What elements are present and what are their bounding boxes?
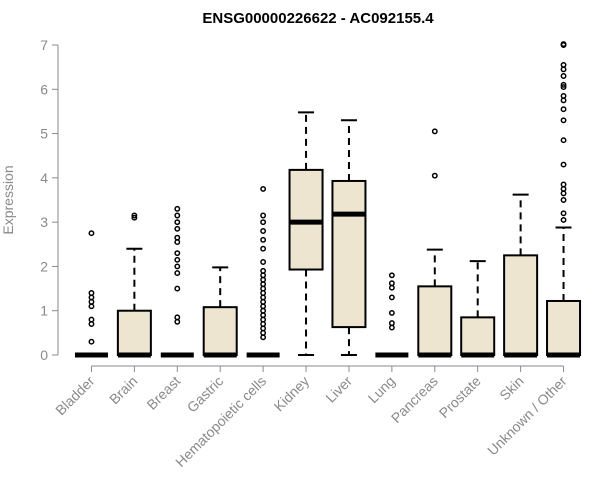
outlier-point (560, 181, 567, 188)
y-axis: 0 1 2 3 4 5 6 7 (40, 37, 59, 363)
x-tick-label: Liver (322, 373, 355, 406)
outlier-point (88, 338, 95, 345)
boxes (74, 41, 582, 358)
x-tick-label: Gastric (184, 373, 227, 416)
box-hematopoietic-cells (246, 185, 280, 358)
outlier-point (174, 225, 181, 232)
y-tick-label: 7 (40, 37, 48, 53)
box (503, 254, 539, 357)
outlier-point (174, 256, 181, 263)
outlier-point (88, 290, 95, 296)
outlier-point (260, 245, 267, 252)
x-tick-label: Bladder (52, 373, 98, 419)
box (546, 299, 582, 357)
outlier-point (260, 219, 267, 226)
y-tick-label: 1 (40, 303, 48, 319)
box (116, 309, 152, 357)
box-gastric (202, 266, 238, 358)
y-tick-label: 6 (40, 81, 48, 97)
outlier-point (560, 73, 567, 79)
box-brain (116, 212, 152, 358)
outlier-point (388, 294, 395, 301)
box-unknown-other (546, 41, 582, 358)
outlier-point (174, 270, 181, 277)
box-skin (503, 193, 539, 358)
box-pancreas (417, 128, 453, 358)
outlier-point (560, 137, 567, 144)
outlier-point (560, 197, 567, 203)
y-tick-label: 0 (40, 347, 48, 363)
outlier-point (174, 219, 181, 226)
x-tick-label: Pancreas (388, 373, 441, 426)
outlier-point (560, 81, 567, 88)
box (202, 306, 238, 356)
outlier-point (260, 212, 267, 219)
box-kidney (288, 111, 324, 356)
outlier-point (131, 212, 138, 219)
outlier-point (560, 210, 567, 217)
outlier-point (560, 92, 567, 99)
outlier-point (88, 230, 95, 237)
box-lung (375, 272, 409, 358)
box (460, 316, 496, 357)
x-tick-label: Skin (496, 373, 527, 404)
x-tick-label: Breast (143, 373, 183, 413)
outlier-point (431, 128, 438, 135)
box (331, 179, 367, 329)
box (417, 285, 453, 357)
outlier-point (174, 314, 181, 321)
outlier-point (388, 320, 395, 327)
outlier-point (260, 228, 267, 234)
outlier-point (260, 259, 267, 265)
y-axis-label: Expression (0, 165, 16, 234)
outlier-point (174, 263, 181, 270)
y-tick-label: 3 (40, 214, 48, 230)
outlier-point (560, 84, 567, 91)
outlier-point (174, 212, 181, 219)
outlier-point (560, 117, 567, 124)
outlier-point (131, 214, 138, 221)
box-bladder (74, 230, 108, 358)
outlier-point (431, 172, 438, 179)
outlier-point (260, 185, 267, 192)
outlier-point (88, 316, 95, 323)
y-tick-label: 2 (40, 258, 48, 274)
x-tick-label: Kidney (271, 373, 313, 415)
x-tick-label: Prostate (436, 373, 484, 421)
y-tick-label: 5 (40, 126, 48, 142)
outlier-point (560, 216, 567, 223)
box-breast (160, 205, 194, 358)
outlier-point (388, 309, 395, 316)
y-tick-label: 4 (40, 170, 48, 186)
box-prostate (460, 260, 496, 358)
outlier-point (560, 161, 567, 168)
outlier-point (560, 106, 567, 113)
outlier-point (260, 267, 267, 274)
outlier-point (560, 61, 567, 68)
x-tick-label: Unknown / Other (484, 373, 570, 459)
chart-title: ENSG00000226622 - AC092155.4 (202, 10, 434, 27)
outlier-point (260, 236, 267, 243)
outlier-point (388, 280, 395, 287)
outlier-point (388, 272, 395, 279)
box-liver (331, 119, 367, 356)
outlier-point (174, 234, 181, 241)
outlier-point (560, 41, 567, 48)
outlier-point (174, 205, 181, 212)
x-tick-label: Lung (365, 373, 398, 406)
x-tick-label: Brain (106, 373, 140, 407)
outlier-point (174, 250, 181, 257)
outlier-point (174, 285, 181, 292)
